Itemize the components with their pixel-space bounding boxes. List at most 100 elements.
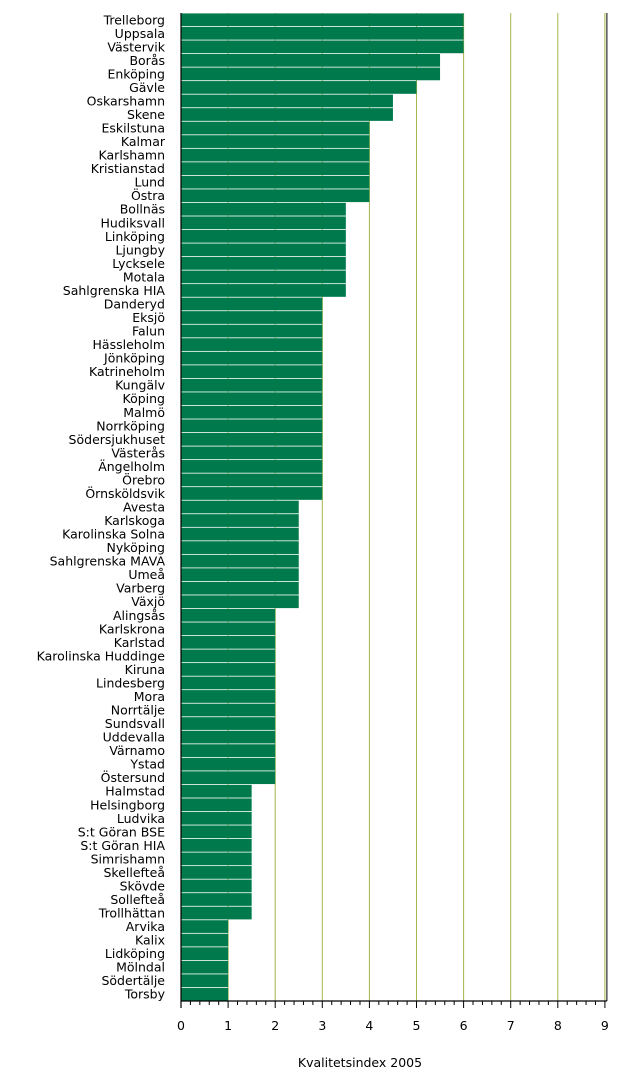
bar — [181, 94, 393, 108]
category-label: Alingsås — [113, 608, 165, 623]
category-label: Hässleholm — [93, 337, 165, 352]
bar — [181, 893, 252, 906]
bar — [181, 162, 370, 176]
bar — [181, 920, 229, 933]
category-label: Jönköping — [103, 351, 165, 366]
bar — [181, 121, 370, 135]
bar — [181, 460, 323, 473]
category-label: Arvika — [126, 919, 165, 934]
bar — [181, 703, 276, 717]
bar — [181, 527, 299, 541]
bar — [181, 26, 464, 40]
bar — [181, 676, 276, 690]
bar — [181, 974, 229, 988]
category-label: Trollhättan — [98, 906, 165, 921]
bar — [181, 838, 252, 852]
bar — [181, 947, 229, 960]
bar — [181, 311, 323, 324]
bar — [181, 595, 299, 609]
category-label: Örebro — [122, 471, 165, 487]
bar — [181, 473, 323, 487]
bar — [181, 284, 346, 297]
bar — [181, 906, 252, 920]
bar — [181, 175, 370, 189]
x-tick-label: 2 — [271, 1018, 279, 1033]
category-label: Skellefteå — [104, 865, 166, 880]
category-label: Oskarshamn — [87, 93, 165, 108]
category-label: Umeå — [128, 567, 165, 582]
bar — [181, 866, 252, 879]
x-tick-label: 9 — [601, 1018, 609, 1033]
bar — [181, 135, 370, 148]
bar — [181, 81, 417, 94]
category-label: Karolinska Solna — [62, 527, 165, 542]
bar — [181, 67, 441, 81]
category-label: Norrtälje — [111, 703, 166, 718]
category-label: Simrishamn — [91, 851, 165, 866]
category-label: Sahlgrenska MAVA — [50, 554, 166, 569]
x-tick-label: 4 — [365, 1018, 373, 1033]
bar — [181, 690, 276, 703]
category-label: Köping — [123, 391, 166, 406]
bar — [181, 202, 346, 216]
category-label: Halmstad — [105, 784, 165, 799]
category-label: Uppsala — [115, 26, 165, 41]
bar — [181, 216, 346, 230]
category-label: Eskilstuna — [101, 121, 165, 136]
bar — [181, 229, 346, 243]
category-label: Katrineholm — [89, 364, 165, 379]
category-label: Södertälje — [101, 973, 165, 988]
bar — [181, 405, 323, 419]
x-axis: 0 1 2 3 4 5 6 7 8 9 — [177, 13, 609, 1033]
bar — [181, 148, 370, 162]
bar — [181, 811, 252, 825]
category-label: Karlskrona — [99, 621, 165, 636]
category-label: Ljungby — [115, 242, 165, 257]
category-label: Västerås — [111, 445, 165, 460]
category-label: Lycksele — [112, 256, 165, 271]
bar — [181, 351, 323, 365]
category-label: Linköping — [105, 229, 165, 244]
bar — [181, 744, 276, 757]
category-label: Värnamo — [109, 743, 165, 758]
bar — [181, 189, 370, 203]
x-tick-label: 6 — [460, 1018, 468, 1033]
bar — [181, 324, 323, 338]
category-label: Gävle — [129, 80, 165, 95]
bar — [181, 879, 252, 893]
x-tick-label: 1 — [224, 1018, 232, 1033]
bars — [181, 13, 464, 1001]
x-tick-label: 8 — [554, 1018, 562, 1033]
category-label: Örnsköldsvik — [85, 485, 165, 501]
bar — [181, 663, 276, 676]
category-label: Mora — [134, 689, 165, 704]
bar — [181, 622, 276, 636]
bar — [181, 432, 323, 446]
category-label: Hudiksvall — [101, 215, 165, 230]
category-label: Skene — [127, 107, 165, 122]
category-label: Avesta — [123, 500, 165, 515]
bar — [181, 365, 323, 379]
bar — [181, 541, 299, 554]
category-label: Karlskoga — [104, 513, 165, 528]
bar — [181, 257, 346, 270]
x-tick-label: 7 — [507, 1018, 515, 1033]
category-label: Norrköping — [96, 418, 165, 433]
bar — [181, 717, 276, 730]
category-label: Trelleborg — [103, 12, 165, 27]
bar — [181, 635, 276, 649]
category-label: Nyköping — [107, 540, 165, 555]
category-label: Motala — [123, 269, 165, 284]
category-label: Mölndal — [116, 960, 165, 975]
bar — [181, 446, 323, 460]
category-label: Ludvika — [117, 811, 165, 826]
category-label: Ystad — [129, 757, 165, 772]
bar — [181, 933, 229, 947]
bar — [181, 757, 276, 771]
category-label: Östra — [131, 187, 165, 203]
category-label: Karlstad — [114, 635, 165, 650]
bar — [181, 608, 276, 622]
category-label: Bollnäs — [120, 202, 165, 217]
bar — [181, 798, 252, 812]
category-label: Västervik — [107, 39, 165, 54]
